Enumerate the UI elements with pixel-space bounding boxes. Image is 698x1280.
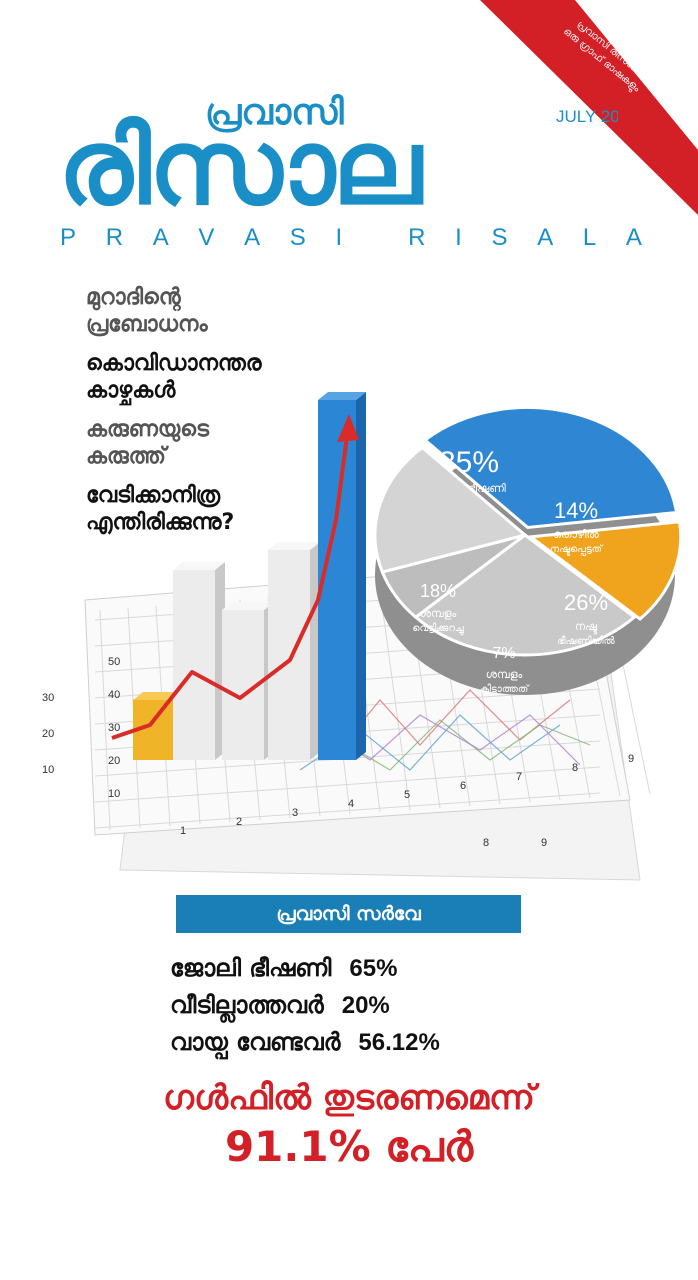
grid-line-v: [99, 609, 111, 831]
latin-letter: V: [198, 224, 215, 251]
issue-date: JULY 2020: [556, 107, 618, 126]
trend-arrow-head: [337, 414, 359, 442]
survey-row: വായ്പ വേണ്ടവർ 56.12%: [170, 1024, 550, 1061]
pie-slice: [526, 520, 683, 621]
axis-ticks: 10 20 30 40 50 1 2 3 4 5 6 7 8 9 8 9 10 20 30: [42, 656, 634, 849]
pie-slice: [413, 533, 637, 657]
cover-line: വേടിക്കാനിത്ര എന്തിരിക്കുന്നു?: [86, 482, 346, 536]
latin-letter: A: [625, 224, 642, 251]
pie-slice-label: ഭീഷണിയിൽ: [557, 635, 615, 647]
rear-tick-label: 20: [42, 728, 54, 740]
headline-line2: 91.1% പേർ: [224, 1122, 474, 1171]
survey-row: ജോലി ഭീഷണി 65%: [170, 950, 550, 987]
y-tick-label: 50: [108, 656, 120, 668]
latin-letter: L: [582, 224, 597, 251]
latin-letter: R: [408, 224, 426, 251]
cover-line-text: പ്രബോധനം: [86, 312, 208, 337]
x-tick-label: 6: [460, 780, 466, 792]
survey-row-value: 56.12%: [358, 1029, 440, 1056]
cover-line: കൊവിഡാനന്തര കാഴ്ചകൾ: [86, 350, 346, 404]
bar: [173, 570, 215, 760]
latin-letter: R: [105, 224, 124, 251]
x-tick-label: 1: [180, 825, 186, 837]
pie-slice-percent: 26%: [564, 590, 608, 615]
cover-line-text: കരുണയുടെ: [86, 417, 209, 442]
survey-row-label: വായ്പ വേണ്ടവർ: [170, 1028, 341, 1056]
grid-line-h: [94, 792, 601, 829]
latin-letter: I: [335, 224, 343, 251]
bar: [268, 550, 310, 760]
pie-slice-label: നഷ്ടപ്പെട്ടത്: [550, 543, 604, 556]
x-tick-label: 2: [236, 816, 242, 828]
trend-arrow: [111, 414, 359, 740]
cover-line-text: മുറാദിന്റെ: [86, 285, 181, 310]
x-tick-label: 8: [572, 762, 578, 774]
pie-slice-label: നഷ്ട: [575, 620, 598, 634]
latin-letter: P: [60, 224, 77, 251]
bar-top: [318, 392, 366, 400]
survey-row: വീടില്ലാത്തവർ 20%: [170, 987, 550, 1024]
cover-line-text: വേടിക്കാനിത്ര: [86, 483, 221, 508]
survey-row-label: ജോലി ഭീഷണി: [170, 954, 332, 982]
rear-tick-label: 10: [42, 764, 54, 776]
y-tick-label: 40: [108, 689, 120, 701]
y-tick-label: 30: [108, 722, 120, 734]
pie-slice: [373, 445, 529, 574]
survey-banner: പ്രവാസി സർവേ: [176, 895, 521, 933]
cover-line-text: കരുത്ത്: [86, 444, 166, 469]
pie-slice-percent: 18%: [420, 581, 456, 601]
x-tick-label: 7: [516, 771, 522, 783]
latin-letter: I: [455, 224, 462, 251]
pie-slice-label: ശമ്പളം: [486, 668, 523, 681]
bar-side: [356, 392, 366, 760]
cover-line-text: കൊവിഡാനന്തര: [86, 351, 262, 376]
latin-letter: S: [289, 224, 306, 251]
cover-lines: മുറാദിന്റെ പ്രബോധനം കൊവിഡാനന്തര കാഴ്ചകൾ കരുണ…: [86, 284, 346, 548]
trend-arrow-line: [111, 435, 349, 740]
bar-top: [173, 562, 225, 570]
y-tick-label: 10: [108, 788, 120, 800]
pie-slice-label: തൊഴിൽ: [553, 528, 599, 541]
pie-slice-percent: 7%: [492, 645, 515, 662]
cover-line: കരുണയുടെ കരുത്ത്: [86, 416, 346, 470]
x-tick-label: 4: [348, 798, 354, 810]
survey-stats: ജോലി ഭീഷണി 65% വീടില്ലാത്തവർ 20% വായ്പ വേണ്ട…: [170, 950, 550, 1061]
pie-slice-label: കിട്ടാത്തത്: [480, 683, 531, 695]
y-tick-label: 20: [108, 755, 120, 767]
survey-row-value: 65%: [349, 955, 398, 982]
survey-row-value: 20%: [341, 992, 390, 1019]
latin-letter: A: [244, 224, 261, 251]
pie-chart: 35%ജോലി ഭീഷണിഒന്നുമില്ല14%തൊഴിൽനഷ്ടപ്പെട…: [373, 405, 683, 695]
grid-line-h: [94, 766, 601, 803]
latin-letter: A: [537, 224, 554, 251]
latin-letter: S: [491, 224, 508, 251]
rear-tick-label: 30: [42, 692, 54, 704]
masthead-big-title: രിസാല: [58, 106, 422, 228]
headline-line1: ഗൾഫിൽ തുടരണമെന്ന്: [163, 1078, 535, 1118]
latin-letter: A: [152, 224, 169, 251]
x-tick-label-back: 8: [483, 837, 489, 849]
cover-line-text: കാഴ്ചകൾ: [86, 378, 176, 403]
x-tick-label: 5: [404, 789, 410, 801]
pie-slice: [422, 405, 679, 530]
x-tick-label: 9: [628, 753, 634, 765]
bar-top: [268, 542, 320, 550]
pie-slice-percent: 14%: [554, 498, 598, 523]
grid-line-v: [379, 589, 411, 811]
x-tick-label: 3: [292, 807, 298, 819]
pie-slice-label: വെട്ടിക്കുറച്ചു: [412, 622, 464, 636]
bar-top: [222, 602, 274, 610]
cover-line-text: എന്തിരിക്കുന്നു?: [86, 510, 235, 535]
survey-row-label: വീടില്ലാത്തവർ: [170, 991, 324, 1019]
x-tick-label-back: 9: [541, 837, 547, 849]
pie-slice-label: ശമ്പളം: [420, 607, 457, 620]
cover-line: മുറാദിന്റെ പ്രബോധനം: [86, 284, 346, 338]
trend-line: [339, 719, 591, 771]
masthead-small-title: പ്രവാസി: [205, 92, 344, 133]
